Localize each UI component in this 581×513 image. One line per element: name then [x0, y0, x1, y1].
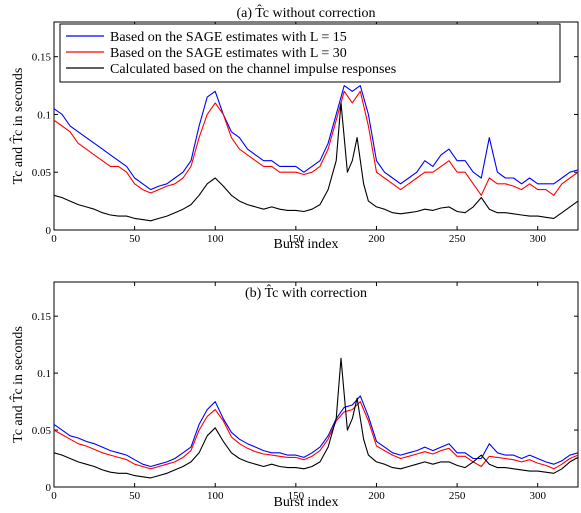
x-tick-label: 100 [207, 233, 224, 245]
chart-panel-2: 0 50 100 150 200 250 300 0 0.05 0.1 0.15 (b) T̂c wi… [9, 281, 579, 510]
x-tick-label: 50 [129, 490, 141, 502]
y-axis-label: Tc and T̂c in seconds [9, 326, 26, 443]
x-tick-label: 250 [449, 490, 466, 502]
series-line-1 [53, 395, 579, 468]
series-line-2 [53, 401, 579, 470]
series-line-1 [53, 85, 579, 191]
series-line-3 [53, 357, 579, 479]
y-tick-label: 0.05 [32, 167, 52, 179]
chart-panel-1: 0 50 100 150 200 250 300 0 0.05 0.1 0.15 (a) T̂c wi… [9, 4, 579, 252]
x-tick-label: 100 [207, 490, 224, 502]
y-tick-label: 0.15 [32, 311, 52, 323]
plot-frame [53, 21, 579, 231]
plot-frame [53, 281, 579, 488]
chart-title: (a) T̂c without correction [236, 4, 375, 21]
chart-title: (b) T̂c with correction [245, 284, 367, 301]
x-tick-label: 0 [51, 233, 57, 245]
y-tick-label: 0.15 [32, 52, 52, 64]
legend: Based on the SAGE estimates with L = 15B… [59, 23, 561, 83]
x-axis-label: Burst index [274, 237, 339, 252]
legend-label-1: Based on the SAGE estimates with L = 15 [110, 30, 347, 45]
y-tick-label: 0 [46, 225, 52, 237]
x-tick-label: 250 [449, 233, 466, 245]
x-axis-label: Burst index [274, 495, 339, 510]
x-tick-label: 150 [288, 490, 305, 502]
y-tick-label: 0.1 [37, 109, 51, 121]
y-tick-label: 0.05 [32, 425, 52, 437]
x-tick-label: 300 [529, 490, 546, 502]
x-tick-label: 300 [529, 233, 546, 245]
x-tick-label: 200 [368, 490, 385, 502]
x-tick-label: 200 [368, 233, 385, 245]
legend-box [59, 23, 561, 83]
series-line-3 [53, 102, 579, 222]
x-tick-label: 0 [51, 490, 57, 502]
series-line-2 [53, 90, 579, 196]
x-tick-label: 50 [129, 233, 141, 245]
x-tick-label: 150 [288, 233, 305, 245]
y-tick-label: 0.1 [37, 368, 51, 380]
y-axis-label: Tc and T̂c in seconds [9, 68, 26, 185]
legend-label-2: Based on the SAGE estimates with L = 30 [110, 46, 347, 61]
legend-label-3: Calculated based on the channel impulse … [110, 62, 396, 77]
y-tick-label: 0 [46, 482, 52, 494]
